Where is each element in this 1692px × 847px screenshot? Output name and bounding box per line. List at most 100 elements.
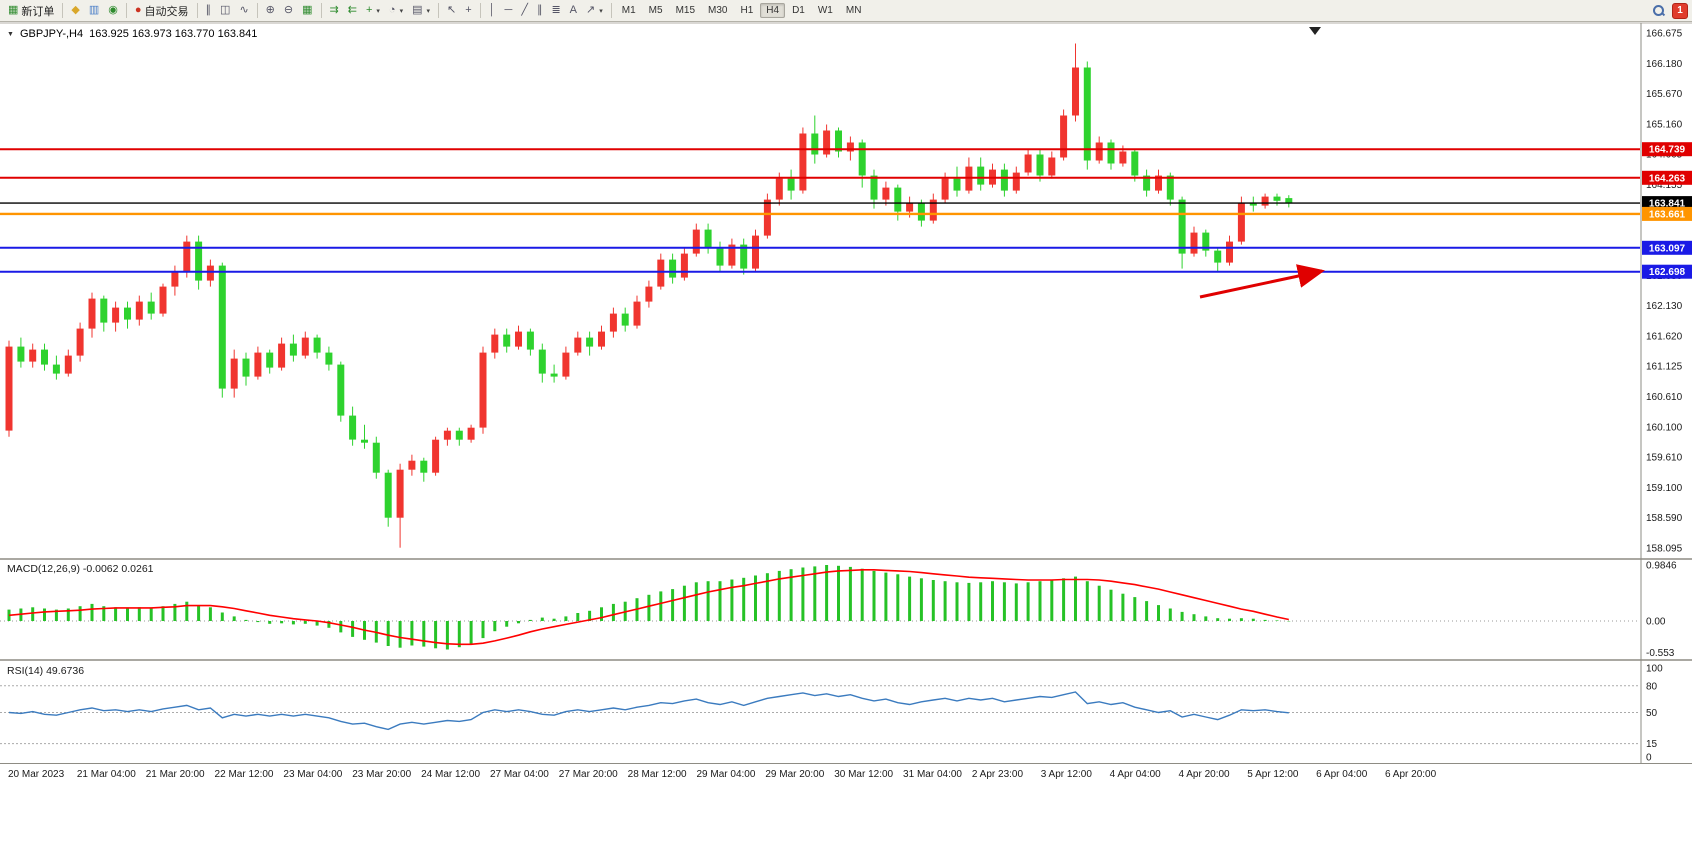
templates-dropdown-arrow[interactable]: ▾ <box>426 7 430 15</box>
bar-chart-icon: ∥ <box>205 4 212 16</box>
svg-text:4 Apr 04:00: 4 Apr 04:00 <box>1110 769 1162 780</box>
svg-text:31 Mar 04:00: 31 Mar 04:00 <box>903 769 962 780</box>
equidistant-channel-button[interactable]: ∥ <box>533 0 547 22</box>
timeframe-m15-button[interactable]: M15 <box>675 5 696 16</box>
market-watch-icon: ◉ <box>108 4 118 16</box>
autotrade-label: 自动交易 <box>144 5 189 18</box>
chart-canvas[interactable]: 166.675166.180165.670165.160164.665164.1… <box>0 22 1692 847</box>
toolbar: ▦ 新订单 ◆ ▥ ◉ ● 自动交易 ∥ ◫ ∿ ⊕ ⊖ ▦ ⇉ ⇇ + ▾ ◔ ▾ ▤ ▾ ↖ + │ ─ ╱ ∥ ≣ A ↗ ▾ M1 M5… <box>0 0 1692 22</box>
search-icon[interactable] <box>1652 4 1665 17</box>
vertical-line-button[interactable]: │ <box>485 0 500 22</box>
toolbar-separator <box>320 3 322 18</box>
chart-area[interactable]: 166.675166.180165.670165.160164.665164.1… <box>0 22 1692 847</box>
text-button[interactable]: A <box>566 0 581 22</box>
timeframe-h1-button[interactable]: H1 <box>740 5 754 16</box>
horizontal-line-icon: ─ <box>504 4 513 16</box>
chart-shift-button[interactable]: ⇇ <box>344 0 361 22</box>
svg-text:165.160: 165.160 <box>1646 119 1683 130</box>
line-chart-icon: ∿ <box>239 4 249 16</box>
notification-badge[interactable]: 1 <box>1672 2 1688 19</box>
svg-text:160.100: 160.100 <box>1646 422 1683 433</box>
autotrade-button[interactable]: ● 自动交易 <box>131 0 193 22</box>
svg-text:4 Apr 20:00: 4 Apr 20:00 <box>1178 769 1230 780</box>
chart-header: ▼ GBPJPY-,H4 163.925 163.973 163.770 163… <box>7 28 257 40</box>
svg-text:24 Mar 12:00: 24 Mar 12:00 <box>421 769 480 780</box>
arrows-button[interactable]: ↗ ▾ <box>582 0 607 22</box>
toolbar-separator <box>610 3 612 18</box>
timeframe-mn-button[interactable]: MN <box>845 5 862 16</box>
timeframe-d1-button[interactable]: D1 <box>792 5 805 16</box>
macd-signal-line <box>8 568 1289 646</box>
toolbar-separator <box>438 3 439 18</box>
tile-windows-button[interactable]: ▦ <box>298 0 316 22</box>
candlesticks <box>5 43 1293 548</box>
svg-text:21 Mar 04:00: 21 Mar 04:00 <box>77 769 136 780</box>
horizontal-line-button[interactable]: ─ <box>501 0 517 22</box>
chart-shift-marker-icon[interactable] <box>1309 27 1321 35</box>
cursor-button[interactable]: ↖ <box>443 0 460 22</box>
new-order-button[interactable]: ▦ 新订单 <box>4 0 58 22</box>
zoom-out-button[interactable]: ⊖ <box>280 0 297 22</box>
svg-text:160.610: 160.610 <box>1646 392 1683 403</box>
indicators-dropdown-arrow[interactable]: ▾ <box>376 7 380 15</box>
svg-text:0: 0 <box>1646 753 1652 764</box>
timeframe-m5-button[interactable]: M5 <box>648 5 663 16</box>
toolbar-separator <box>125 3 127 18</box>
svg-text:3 Apr 12:00: 3 Apr 12:00 <box>1041 769 1093 780</box>
svg-text:164.739: 164.739 <box>1649 145 1686 156</box>
svg-text:100: 100 <box>1646 664 1663 675</box>
svg-text:6 Apr 20:00: 6 Apr 20:00 <box>1385 769 1437 780</box>
trendline-button[interactable]: ╱ <box>517 0 532 22</box>
autotrade-icon: ● <box>134 4 142 16</box>
price-axis[interactable] <box>1640 22 1692 763</box>
timeframe-h4-button[interactable]: H4 <box>760 3 786 18</box>
crosshair-icon: + <box>465 4 472 16</box>
price-badge <box>1642 142 1692 157</box>
svg-text:166.675: 166.675 <box>1646 29 1683 40</box>
profiles-icon: ▥ <box>88 4 100 16</box>
trend-arrow-annotation[interactable] <box>1199 264 1325 299</box>
price-badge <box>1642 196 1692 211</box>
zoom-in-button[interactable]: ⊕ <box>262 0 279 22</box>
arrows-icon: ↗ <box>586 4 596 16</box>
periods-button[interactable]: ◔ ▾ <box>385 0 407 22</box>
svg-text:30 Mar 12:00: 30 Mar 12:00 <box>834 769 893 780</box>
bar-chart-button[interactable]: ∥ <box>202 0 216 22</box>
svg-text:27 Mar 04:00: 27 Mar 04:00 <box>490 769 549 780</box>
templates-button[interactable]: ▤ ▾ <box>408 0 434 22</box>
svg-text:163.097: 163.097 <box>1649 243 1686 254</box>
toolbar-separator <box>479 3 481 18</box>
candlestick-chart-button[interactable]: ◫ <box>216 0 234 22</box>
market-watch-button[interactable]: ◉ <box>104 0 122 22</box>
timeframe-m30-button[interactable]: M30 <box>708 5 728 16</box>
timeframe-w1-button[interactable]: W1 <box>817 5 833 16</box>
svg-text:0.9846: 0.9846 <box>1646 560 1677 571</box>
indicators-button[interactable]: + ▾ <box>362 0 384 22</box>
svg-text:159.100: 159.100 <box>1646 483 1683 494</box>
timeframe-m1-button[interactable]: M1 <box>621 5 636 16</box>
vertical-line-icon: │ <box>488 4 496 16</box>
arrows-dropdown-arrow[interactable]: ▾ <box>599 7 603 15</box>
auto-scroll-button[interactable]: ⇉ <box>326 0 343 22</box>
svg-text:162.698: 162.698 <box>1649 267 1686 278</box>
collapse-triangle-icon[interactable]: ▼ <box>7 30 14 38</box>
svg-text:161.125: 161.125 <box>1646 362 1683 373</box>
fibonacci-button[interactable]: ≣ <box>547 0 564 22</box>
text-icon: A <box>569 4 578 16</box>
periods-dropdown-arrow[interactable]: ▾ <box>399 7 404 15</box>
profiles-button[interactable]: ▥ <box>85 0 103 22</box>
line-chart-button[interactable]: ∿ <box>235 0 252 22</box>
time-axis[interactable] <box>0 763 1640 783</box>
svg-text:2 Apr 23:00: 2 Apr 23:00 <box>972 769 1024 780</box>
new-order-icon: ▦ <box>8 4 19 16</box>
svg-text:158.095: 158.095 <box>1646 544 1683 555</box>
price-badge <box>1642 170 1692 185</box>
crosshair-button[interactable]: + <box>461 0 475 22</box>
time-axis-labels: 20 Mar 2023 21 Mar 04:00 21 Mar 20:00 22 Ma… <box>8 769 1437 780</box>
zoom-in-icon: ⊕ <box>265 4 275 16</box>
compass-button[interactable]: ◆ <box>67 0 83 22</box>
periods-icon: ◔ <box>388 4 396 16</box>
tile-windows-icon: ▦ <box>302 4 313 16</box>
ohlc-values: 163.925 163.973 163.770 163.841 <box>89 28 258 40</box>
